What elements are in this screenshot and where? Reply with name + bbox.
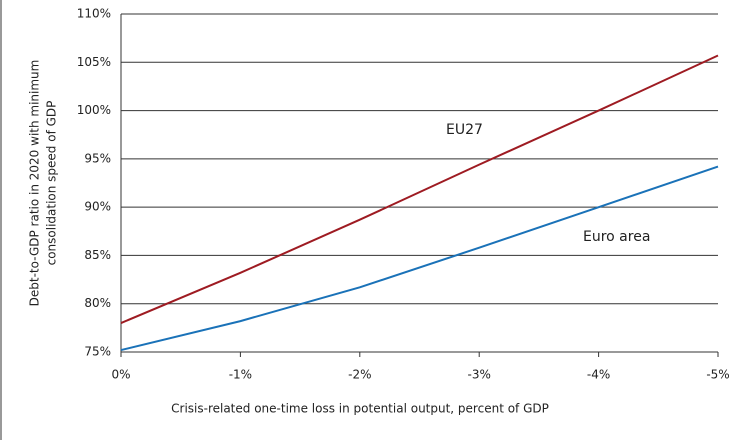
x-tick-label: -2% [348,368,371,382]
series-label: Euro area [583,229,650,245]
x-axis-label: Crisis-related one-time loss in potentia… [171,402,549,416]
y-axis-label: Debt-to-GDP ratio in 2020 with minimum [28,60,42,307]
series-label: EU27 [446,122,483,138]
y-tick-label: 110% [77,7,111,21]
y-tick-label: 95% [84,151,111,165]
series-line [120,54,719,324]
x-tick-label: -3% [468,368,491,382]
y-tick-label: 80% [84,296,111,310]
y-tick-label: 90% [84,200,111,214]
x-tick-label: 0% [111,368,130,382]
x-tick-label: -4% [587,368,610,382]
x-tick-label: -5% [706,368,729,382]
series-line [120,165,719,352]
y-tick-label: 105% [77,55,111,69]
y-tick-label: 85% [84,248,111,262]
y-axis-label: consolidation speed of GDP [45,101,59,266]
x-tick-label: -1% [229,368,252,382]
y-tick-label: 100% [77,103,111,117]
y-tick-label: 75% [84,345,111,359]
